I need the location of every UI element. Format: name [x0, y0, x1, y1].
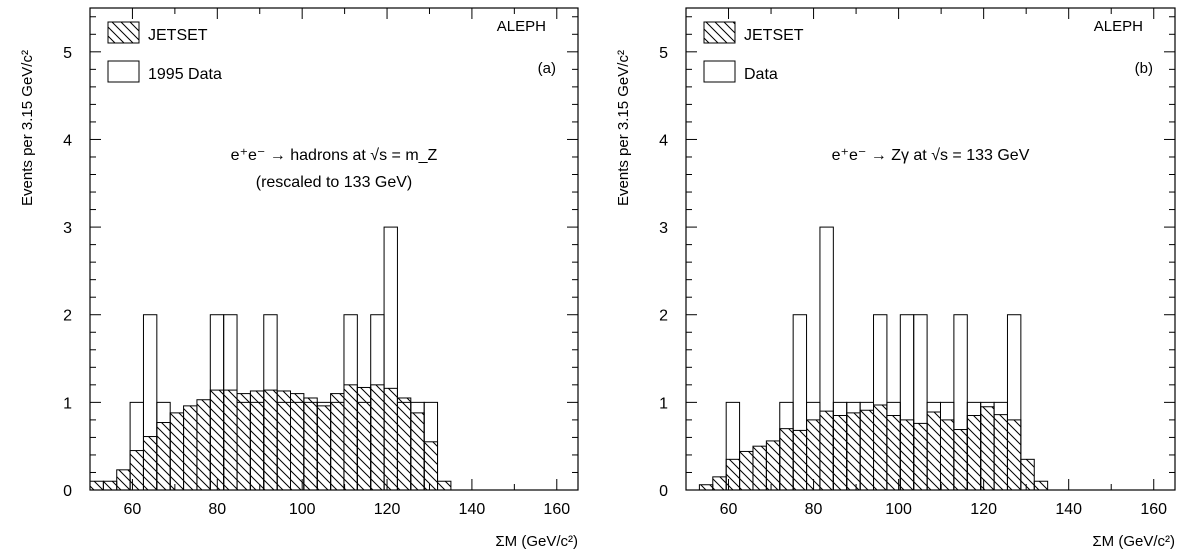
- jetset-bin: [859, 409, 875, 491]
- jetset-bin: [396, 397, 412, 491]
- jetset-bin: [712, 476, 727, 491]
- jetset-bin: [263, 389, 278, 491]
- jetset-bin: [752, 445, 767, 491]
- jetset-bin: [926, 411, 941, 491]
- jetset-bin: [142, 436, 158, 491]
- x-tick-label: 140: [1055, 501, 1082, 518]
- x-tick-label: 160: [543, 501, 570, 518]
- jetset-bin: [89, 480, 104, 491]
- jetset-bin: [779, 428, 794, 491]
- x-tick-label: 160: [1140, 501, 1167, 518]
- jetset-bin: [102, 480, 118, 491]
- jetset-bin: [819, 410, 834, 491]
- jetset-bin: [290, 393, 305, 491]
- jetset-bin: [223, 389, 238, 491]
- x-tick-label: 100: [289, 501, 316, 518]
- y-axis-title: Events per 3.15 GeV/c²: [19, 50, 36, 206]
- experiment-label: ALEPH: [497, 18, 546, 35]
- jetset-bin: [966, 415, 982, 491]
- jetset-bin: [303, 397, 318, 491]
- panel-a: 60 80 100 120 140 160 0 1 2 3 4 5 ΣM (GeV/c²) Events …: [19, 7, 579, 550]
- jetset-bin: [792, 429, 808, 491]
- y-tick-label: 4: [63, 132, 72, 149]
- panel-label: (b): [1135, 60, 1153, 77]
- y-tick-label: 3: [659, 220, 668, 237]
- jetset-bin: [953, 429, 968, 491]
- x-tick-label: 140: [459, 501, 486, 518]
- process-annotation: e⁺e⁻ → Zγ at √s = 133 GeV: [832, 147, 1030, 164]
- jetset-bin: [939, 419, 955, 491]
- jetset-bin: [1020, 458, 1035, 491]
- y-tick-label: 2: [63, 308, 72, 325]
- x-tick-label: 80: [805, 501, 823, 518]
- jetset-bin: [249, 390, 265, 491]
- x-tick-label: 120: [970, 501, 997, 518]
- legend-swatch-jetset: [703, 21, 736, 44]
- x-tick-label: 100: [885, 501, 912, 518]
- jetset-bin: [913, 422, 928, 491]
- x-tick-label: 80: [208, 501, 226, 518]
- legend-label-jetset: JETSET: [148, 27, 208, 44]
- panel-b: 60 80 100 120 140 160 0 1 2 3 4 5 ΣM (GeV/c²) Events …: [615, 7, 1176, 550]
- y-tick-label: 0: [659, 483, 668, 500]
- legend-swatch-data: [107, 60, 140, 83]
- y-tick-label: 1: [659, 395, 668, 412]
- x-tick-label: 60: [720, 501, 738, 518]
- x-tick-label: 120: [374, 501, 401, 518]
- y-tick-label: 1: [63, 395, 72, 412]
- y-tick-label: 3: [63, 220, 72, 237]
- jetset-bin: [739, 450, 754, 491]
- legend-label-jetset: JETSET: [744, 27, 804, 44]
- x-axis-title: ΣM (GeV/c²): [495, 533, 578, 550]
- jetset-bin: [169, 412, 185, 491]
- jetset-bin: [183, 405, 198, 491]
- legend-label-data: 1995 Data: [148, 66, 222, 83]
- jetset-bin: [873, 404, 888, 491]
- jetset-bin: [343, 384, 358, 491]
- jetset-bin: [196, 399, 211, 491]
- jetset-bin: [846, 412, 861, 491]
- y-tick-label: 2: [659, 308, 668, 325]
- jetset-bin: [156, 422, 171, 491]
- jetset-bin: [236, 393, 251, 491]
- legend-label-data: Data: [744, 66, 778, 83]
- y-axis-title: Events per 3.15 GeV/c²: [615, 50, 632, 206]
- jetset-bin: [116, 469, 131, 491]
- legend-swatch-data: [703, 60, 736, 83]
- y-tick-label: 5: [659, 45, 668, 62]
- jetset-bin: [1033, 480, 1049, 491]
- jetset-bin: [423, 441, 439, 491]
- jetset-bin: [832, 415, 848, 491]
- jetset-bin: [209, 389, 225, 491]
- panel-label: (a): [538, 60, 556, 77]
- jetset-bin: [1006, 419, 1022, 491]
- process-annotation: (rescaled to 133 GeV): [256, 174, 413, 191]
- plot-frame: [89, 7, 579, 491]
- jetset-bin: [370, 384, 385, 491]
- legend-swatch-jetset: [107, 21, 140, 44]
- jetset-bin: [899, 419, 915, 491]
- x-axis-title: ΣM (GeV/c²): [1092, 533, 1175, 550]
- jetset-bin: [980, 406, 995, 491]
- jetset-bin: [383, 387, 398, 491]
- jetset-bin: [330, 393, 345, 491]
- y-tick-label: 4: [659, 132, 668, 149]
- y-tick-label: 5: [63, 45, 72, 62]
- process-annotation: e⁺e⁻ → hadrons at √s = m_Z: [231, 147, 438, 164]
- jetset-bin: [410, 412, 425, 491]
- jetset-bin: [276, 390, 292, 491]
- jetset-bin: [993, 414, 1008, 491]
- jetset-bin: [316, 405, 332, 491]
- plot-frame: [685, 7, 1176, 491]
- jetset-bin: [765, 440, 781, 491]
- jetset-bin: [886, 415, 901, 491]
- jetset-bin: [437, 480, 452, 491]
- y-tick-label: 0: [63, 483, 72, 500]
- jetset-bin: [698, 484, 714, 491]
- experiment-label: ALEPH: [1094, 18, 1143, 35]
- x-tick-label: 60: [124, 501, 142, 518]
